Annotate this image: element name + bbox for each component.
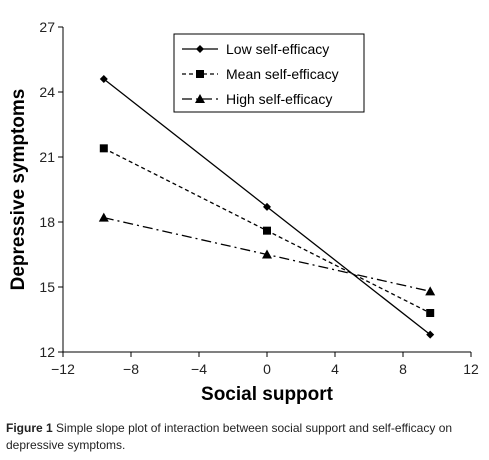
figure-label: Figure 1: [6, 421, 53, 435]
legend-item: Mean self-efficacy: [182, 66, 339, 82]
y-axis-title: Depressive symptoms: [8, 89, 29, 291]
x-tick-label: −12: [51, 361, 75, 377]
legend-marker: [196, 70, 204, 78]
series-1: [99, 75, 435, 339]
x-tick-label: −4: [191, 361, 207, 377]
y-tick-label: 12: [39, 344, 55, 360]
caption-text: Simple slope plot of interaction between…: [6, 421, 453, 452]
slope-plot: 12 15 18 21 24 27 −12 −8 −4 0 4 8 12 Low self-effica…: [8, 19, 479, 405]
axes: 12 15 18 21 24 27 −12 −8 −4 0 4 8 12: [39, 19, 479, 377]
data-point: [262, 249, 272, 259]
data-point: [426, 309, 435, 317]
data-point: [99, 75, 108, 83]
legend-item: Low self-efficacy: [182, 41, 329, 57]
legend-marker: [196, 45, 204, 53]
x-tick-label: 4: [331, 361, 339, 377]
data-point: [425, 286, 436, 296]
y-tick-label: 21: [39, 149, 55, 165]
legend-label: Mean self-efficacy: [226, 66, 339, 82]
x-tick-label: 0: [263, 361, 271, 377]
data-point: [426, 330, 435, 339]
x-tick-label: −8: [123, 361, 139, 377]
x-axis-title: Social support: [201, 384, 334, 405]
x-tick-label: 12: [463, 361, 479, 377]
legend: Low self-efficacy Mean self-efficacy High …: [173, 33, 365, 113]
data-point: [98, 212, 109, 222]
y-tick-label: 27: [39, 19, 55, 35]
y-tick-label: 24: [39, 84, 55, 100]
series-layer: [98, 75, 436, 339]
data-point: [263, 226, 271, 235]
legend-item: High self-efficacy: [182, 91, 332, 107]
y-tick-label: 15: [39, 279, 55, 295]
data-point: [263, 202, 271, 211]
data-point: [99, 144, 108, 153]
x-tick-label: 8: [399, 361, 407, 377]
series-3: [98, 212, 436, 296]
legend-label: Low self-efficacy: [226, 41, 329, 57]
y-tick-label: 18: [39, 214, 55, 230]
legend-label: High self-efficacy: [226, 91, 332, 107]
figure-caption: Figure 1 Simple slope plot of interactio…: [6, 420, 484, 454]
series-2: [99, 144, 435, 317]
legend-marker: [195, 94, 205, 103]
